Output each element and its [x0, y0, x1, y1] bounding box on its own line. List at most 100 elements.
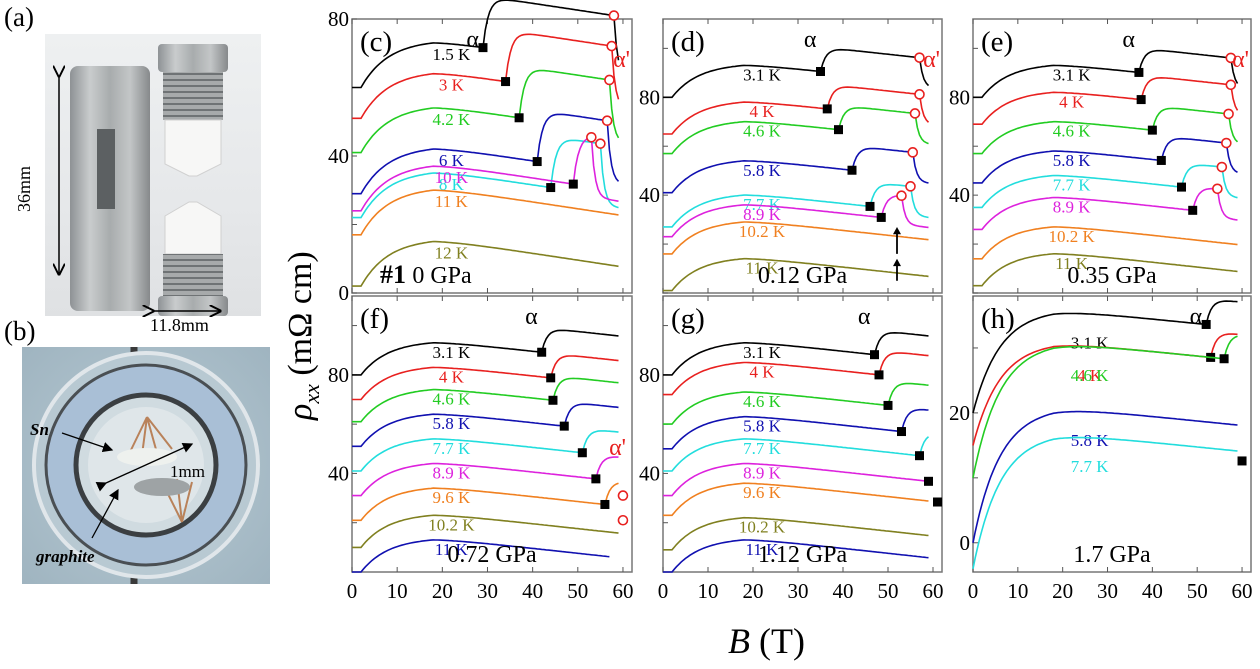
x-axis-unit: (T) — [750, 621, 805, 661]
curve-10-2-K — [973, 226, 1238, 260]
x-tick-label: 10 — [1007, 579, 1028, 603]
temperature-label: 9.6 K — [743, 483, 782, 502]
temperature-label: 5.8 K — [432, 414, 471, 433]
pressure-label: 0.12 GPa — [758, 263, 848, 289]
curve-6-K — [352, 113, 620, 195]
temperature-label: 11 K — [746, 259, 780, 278]
y-tick-label: 0 — [960, 531, 971, 555]
curve-4-2-K — [352, 69, 620, 154]
panel-f: 0 10 20 30 40 50 60 40 80 3.1 K 4 K 4.6 K 5.8 K 7.7 K… — [328, 295, 633, 603]
panel-tag: (e) — [981, 26, 1013, 58]
x-tick-label: 50 — [567, 579, 588, 603]
alpha-prime-marker — [914, 52, 925, 63]
y-tick-label: 80 — [639, 85, 660, 109]
y-tick-label: 40 — [949, 183, 970, 207]
alpha-marker — [924, 476, 933, 486]
pressure-label: 1.12 GPa — [758, 542, 848, 568]
curve-7-7-K — [663, 183, 929, 228]
temperature-label: 3.1 K — [743, 65, 782, 84]
graphite-arrow — [91, 488, 119, 539]
alpha-prime-marker — [617, 514, 629, 526]
temperature-label: 3 K — [439, 76, 465, 95]
y-tick-label: 80 — [328, 363, 349, 387]
alpha-marker — [478, 43, 488, 53]
alpha-marker — [1237, 456, 1247, 466]
curve-5-8-K — [352, 403, 619, 448]
alpha-prime-marker — [914, 89, 925, 100]
x-tick-label: 40 — [522, 579, 543, 603]
alpha-prime-marker — [606, 40, 617, 52]
panel-frame — [972, 18, 1252, 294]
curve-11-K — [663, 539, 929, 573]
y-tick-label: 40 — [639, 461, 660, 485]
alpha-prime-symbol: α' — [609, 435, 626, 461]
x-tick-label: 0 — [968, 579, 979, 603]
alpha-marker — [874, 370, 884, 380]
x-axis-symbol: B — [728, 621, 750, 661]
temperature-label: 7.7 K — [1071, 457, 1110, 476]
curve-4-6-K — [663, 107, 929, 155]
y-tick-label: 40 — [328, 461, 349, 485]
curve-4-6-K — [352, 377, 619, 423]
curve-3-1-K — [973, 49, 1239, 99]
temperature-label: 11 K — [435, 540, 469, 559]
alpha-marker — [883, 400, 893, 410]
curve-11-K — [352, 189, 619, 236]
x-tick-label: 10 — [387, 579, 408, 603]
curve-4-K — [663, 86, 930, 135]
curve-10-2-K — [663, 221, 929, 255]
alpha-marker — [915, 451, 924, 461]
x-tick-label: 60 — [1232, 579, 1253, 603]
x-tick-label: 50 — [878, 579, 899, 603]
y-tick-label: 40 — [639, 183, 660, 207]
pressure-label: 0 GPa — [412, 263, 472, 289]
panel-tag: (c) — [360, 26, 392, 58]
curve-7-7-K — [973, 164, 1238, 209]
temperature-label: 8.9 K — [743, 205, 782, 224]
x-axis-label: B (T) — [728, 620, 805, 662]
alpha-marker — [1188, 205, 1198, 215]
alpha-symbol: α — [1190, 304, 1203, 330]
temperature-label: 3.1 K — [1053, 65, 1092, 84]
alpha-marker — [834, 125, 843, 135]
alpha-marker — [568, 179, 578, 189]
temperature-label: 5.8 K — [1071, 431, 1110, 450]
x-tick-label: 30 — [477, 579, 498, 603]
curve-7-7-K — [352, 430, 619, 472]
temperature-label: 11 K — [1055, 254, 1089, 273]
curve-10-2-K — [352, 514, 619, 549]
alpha-marker — [1201, 319, 1211, 329]
alpha-symbol: α — [1122, 27, 1135, 53]
alpha-prime-symbol: α' — [1232, 47, 1249, 73]
curve-11-K — [352, 539, 610, 573]
scale-label: 1mm — [170, 462, 205, 481]
curve-10-K — [352, 136, 619, 212]
panel-frame — [662, 18, 943, 294]
temperature-label: 4.6 K — [1053, 122, 1092, 141]
curve-9-6-K — [352, 482, 619, 522]
temperature-label: 9.6 K — [432, 488, 471, 507]
curve-5-8-K — [663, 408, 929, 450]
temperature-label: 10.2 K — [739, 518, 786, 537]
temperature-label: 8 K — [439, 175, 465, 194]
temperature-label: 10.2 K — [428, 515, 475, 534]
temperature-label: 3.1 K — [432, 343, 471, 362]
alpha-marker — [870, 350, 879, 360]
temperature-label: 10.2 K — [739, 222, 786, 241]
alpha-prime-marker — [1216, 161, 1228, 173]
temperature-label: 11 K — [435, 192, 469, 211]
curve-7-7-K — [663, 436, 930, 472]
alpha-marker — [1147, 125, 1157, 135]
x-tick-label: 0 — [658, 579, 669, 603]
temperature-label: 4.2 K — [432, 110, 471, 129]
y-tick-label: 40 — [328, 144, 349, 168]
panel-g: 0 10 20 30 40 50 60 40 80 3.1 K4 K 4.6 K 5.8 K 7.7 K… — [639, 295, 944, 603]
x-tick-label: 20 — [1052, 579, 1073, 603]
curve-7-7-K — [972, 436, 1238, 569]
alpha-prime-symbol: α' — [923, 47, 940, 73]
arrowhead-1 — [893, 226, 901, 235]
alpha-marker — [847, 165, 857, 175]
arrowhead-2 — [893, 258, 901, 267]
pressure-cell-illustration — [70, 44, 228, 316]
y-tick-label: 80 — [639, 363, 660, 387]
